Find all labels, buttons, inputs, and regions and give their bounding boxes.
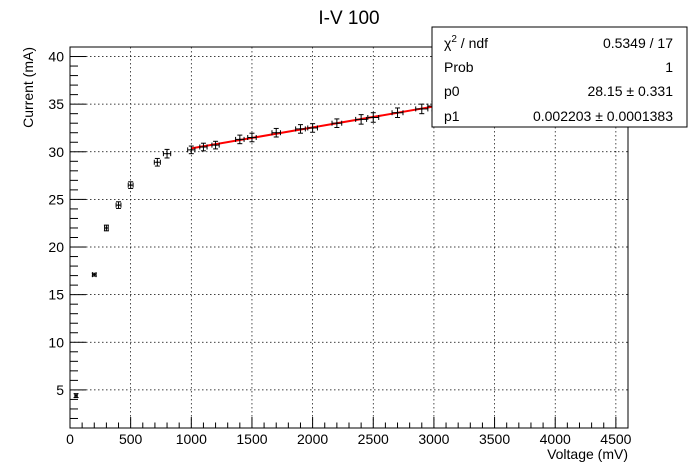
x-tick-label: 1000 — [176, 431, 207, 447]
point-marker — [420, 107, 423, 110]
x-tick-label: 500 — [119, 431, 143, 447]
y-tick-labels: 5 10 15 20 25 30 35 40 — [48, 49, 64, 398]
point-marker — [311, 126, 314, 129]
data-point — [331, 118, 343, 128]
x-tick-labels: 0 500 1000 1500 2000 2500 3000 3500 4000 4500 — [66, 431, 632, 447]
x-tick-label: 2000 — [297, 431, 328, 447]
point-marker — [129, 184, 132, 187]
stats-row: p1 0.002203 ± 0.0001383 — [444, 108, 673, 124]
stats-row: p0 28.15 ± 0.331 — [444, 83, 673, 99]
x-tick-label: 2500 — [358, 431, 389, 447]
point-marker — [275, 131, 278, 134]
data-point — [127, 181, 134, 189]
y-tick-label: 20 — [48, 239, 64, 255]
data-point — [367, 112, 380, 123]
data-point — [211, 140, 220, 150]
point-marker — [156, 161, 159, 164]
point-marker — [238, 138, 241, 141]
data-point — [187, 145, 196, 155]
stats-row-value: 0.002203 ± 0.0001383 — [533, 108, 673, 124]
stats-row-value: 0.5349 / 17 — [603, 35, 673, 51]
stats-row: Prob 1 — [444, 59, 673, 75]
point-marker — [75, 394, 78, 397]
data-point — [199, 142, 208, 152]
axis-ticks — [69, 46, 629, 429]
stats-row-value: 1 — [665, 59, 673, 75]
y-tick-label: 5 — [56, 382, 64, 398]
stats-row: χ2 / ndf 0.5349 / 17 — [444, 34, 673, 51]
data-point — [271, 127, 281, 138]
y-tick-label: 40 — [48, 49, 64, 65]
data-point — [115, 201, 122, 209]
data-point — [73, 393, 79, 399]
data-point — [162, 148, 172, 159]
data-point — [295, 124, 306, 134]
y-tick-label: 30 — [48, 144, 64, 160]
point-marker — [214, 144, 217, 147]
y-tick-label: 15 — [48, 287, 64, 303]
point-marker — [202, 146, 205, 149]
point-marker — [335, 122, 338, 125]
point-marker — [299, 127, 302, 130]
stats-row-label: χ2 / ndf — [444, 34, 488, 51]
data-point — [91, 272, 97, 278]
y-axis-label: Current (mA) — [20, 47, 36, 128]
y-tick-label: 10 — [48, 334, 64, 350]
point-marker — [372, 116, 375, 119]
x-tick-label: 1500 — [236, 431, 267, 447]
stats-row-value: 28.15 ± 0.331 — [587, 83, 673, 99]
data-point — [247, 132, 257, 143]
y-tick-label: 35 — [48, 96, 64, 112]
point-marker — [360, 118, 363, 121]
point-marker — [396, 111, 399, 114]
point-marker — [166, 152, 169, 155]
point-marker — [105, 226, 108, 229]
x-tick-label: 3500 — [479, 431, 510, 447]
fit-line-group — [191, 102, 453, 150]
stats-box-frame — [431, 26, 688, 128]
x-tick-label: 0 — [66, 431, 74, 447]
data-point — [153, 157, 161, 167]
point-marker — [250, 136, 253, 139]
x-tick-label: 4500 — [600, 431, 631, 447]
stats-row-label: Prob — [444, 59, 474, 75]
point-marker — [93, 273, 96, 276]
chart-title: I-V 100 — [318, 8, 379, 29]
data-point — [235, 134, 245, 145]
fit-line — [191, 102, 453, 150]
point-marker — [117, 204, 120, 207]
data-point — [391, 107, 404, 118]
x-tick-label: 4000 — [540, 431, 571, 447]
stats-row-label: p1 — [444, 108, 460, 124]
point-marker — [190, 148, 193, 151]
y-tick-label: 25 — [48, 191, 64, 207]
x-tick-label: 3000 — [418, 431, 449, 447]
data-point — [355, 114, 368, 125]
data-point — [307, 123, 318, 133]
data-point — [103, 224, 109, 232]
x-axis-label: Voltage (mV) — [547, 446, 628, 462]
stats-row-label: p0 — [444, 83, 460, 99]
data-points-group — [73, 100, 441, 399]
